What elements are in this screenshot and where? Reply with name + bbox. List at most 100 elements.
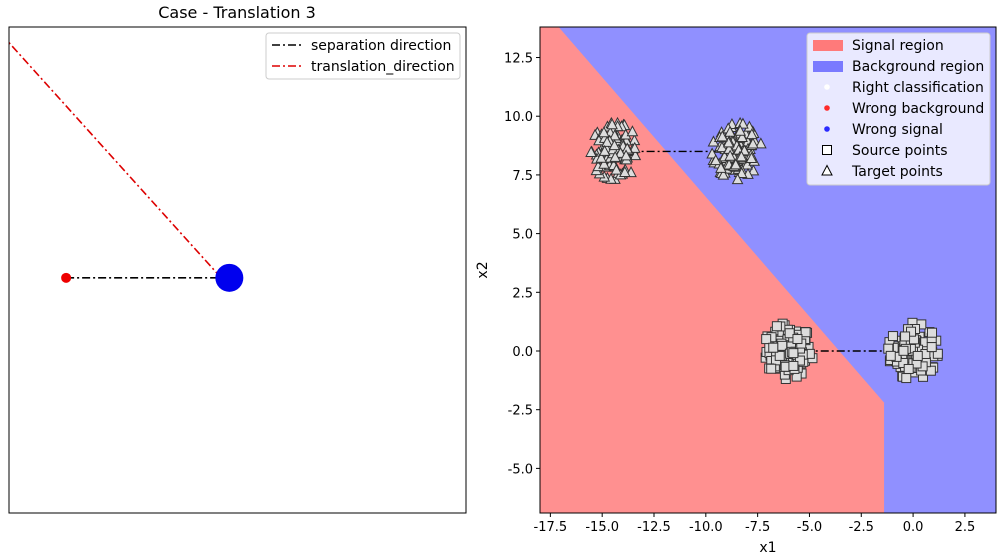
- target-point: [609, 150, 621, 162]
- y-tick-label: 10.0: [504, 110, 533, 125]
- y-tick-label: -2.5: [508, 404, 533, 419]
- target-point: [628, 141, 641, 153]
- target-center-marker: [215, 263, 244, 292]
- target-point: [585, 145, 597, 157]
- right-plot-frame: [539, 26, 997, 514]
- target-point: [598, 157, 610, 169]
- left-panel: Case - Translation 3 separation directio…: [8, 3, 467, 514]
- target-point: [709, 154, 722, 166]
- y-tick-label: 5.0: [512, 228, 533, 243]
- target-point: [724, 125, 736, 137]
- target-point: [706, 147, 718, 159]
- target-point: [601, 135, 613, 147]
- target-point: [735, 166, 748, 179]
- x-tick-label: 0.0: [903, 520, 924, 535]
- target-point: [608, 139, 621, 151]
- left-legend-box: [265, 32, 461, 80]
- source-point: [800, 327, 811, 338]
- scatter-points: [585, 116, 943, 384]
- x-tick-label: -2.5: [849, 520, 874, 535]
- target-point: [595, 151, 608, 163]
- translation-direction-line: [9, 42, 222, 279]
- target-point: [610, 163, 623, 175]
- axis-ticks: -17.5 -15.0 -12.5 -10.0 -7.5 -5.0 -2.5 0.0 2.5 -5…: [504, 52, 975, 535]
- source-point: [901, 373, 912, 384]
- source-point: [927, 327, 938, 338]
- legend-swatch: [822, 145, 832, 155]
- y-tick-label: 12.5: [504, 52, 533, 67]
- x-tick-label: -12.5: [637, 520, 671, 535]
- legend-label: Source points: [852, 143, 948, 159]
- source-point: [761, 334, 772, 345]
- legend-swatch: [824, 84, 830, 90]
- source-point: [794, 355, 805, 366]
- target-point: [619, 165, 631, 178]
- source-point: [898, 357, 909, 368]
- source-point: [887, 331, 898, 342]
- source-point: [784, 328, 795, 339]
- target-point: [746, 128, 758, 140]
- target-point: [626, 125, 639, 137]
- y-tick-label: 7.5: [512, 169, 533, 184]
- target-point: [747, 137, 759, 149]
- x-tick-label: -7.5: [745, 520, 770, 535]
- source-point: [898, 345, 909, 356]
- legend-swatch: [824, 126, 830, 132]
- legend-swatch: [813, 40, 843, 51]
- source-point: [768, 342, 779, 353]
- target-point: [598, 126, 610, 138]
- target-point: [747, 164, 760, 176]
- legend-label: Right classification: [852, 80, 984, 96]
- left-plot-content: [9, 42, 244, 292]
- target-point: [734, 124, 747, 136]
- legend-label: Signal region: [852, 38, 944, 54]
- source-point: [771, 321, 782, 332]
- legend-translation-label: translation_direction: [311, 59, 455, 75]
- source-point: [766, 363, 777, 374]
- source-point: [912, 350, 923, 361]
- right-legend: Signal region Background region Right clas…: [806, 32, 991, 186]
- y-tick-label: -5.0: [508, 462, 533, 477]
- target-point: [606, 118, 618, 130]
- source-point: [788, 348, 799, 359]
- source-point: [903, 363, 914, 374]
- y-tick-label: 2.5: [512, 286, 533, 301]
- source-point: [774, 350, 785, 361]
- legend-swatch: [813, 61, 843, 72]
- legend-separation-label: separation direction: [311, 38, 451, 54]
- y-axis-label: x2: [475, 261, 491, 278]
- legend-label: Target points: [851, 164, 943, 180]
- target-point: [731, 173, 744, 185]
- source-point: [926, 342, 937, 353]
- source-point: [925, 365, 936, 376]
- target-point: [735, 150, 748, 162]
- target-point: [755, 137, 767, 149]
- source-point: [885, 350, 896, 361]
- source-point: [932, 348, 943, 359]
- source-point: [788, 360, 799, 371]
- x-tick-label: -17.5: [534, 520, 568, 535]
- target-point: [620, 149, 632, 161]
- source-center-marker: [61, 272, 72, 283]
- target-point: [715, 161, 727, 173]
- x-tick-label: -10.0: [689, 520, 723, 535]
- target-point: [716, 130, 729, 142]
- target-point: [722, 136, 735, 148]
- source-point: [900, 331, 911, 342]
- target-point: [736, 130, 748, 143]
- x-tick-label: -5.0: [797, 520, 822, 535]
- x-axis-label: x1: [759, 540, 776, 556]
- x-tick-label: 2.5: [955, 520, 976, 535]
- left-legend: separation direction translation_directi…: [265, 32, 461, 80]
- y-tick-label: 0.0: [512, 345, 533, 360]
- target-point: [717, 168, 730, 180]
- legend-swatch: [824, 105, 830, 111]
- left-chart-title: Case - Translation 3: [158, 3, 316, 22]
- target-point: [729, 158, 742, 170]
- x-tick-label: -15.0: [585, 520, 619, 535]
- target-point: [745, 151, 758, 163]
- target-point: [598, 144, 611, 156]
- legend-label: Wrong signal: [852, 122, 943, 138]
- target-point: [724, 149, 736, 161]
